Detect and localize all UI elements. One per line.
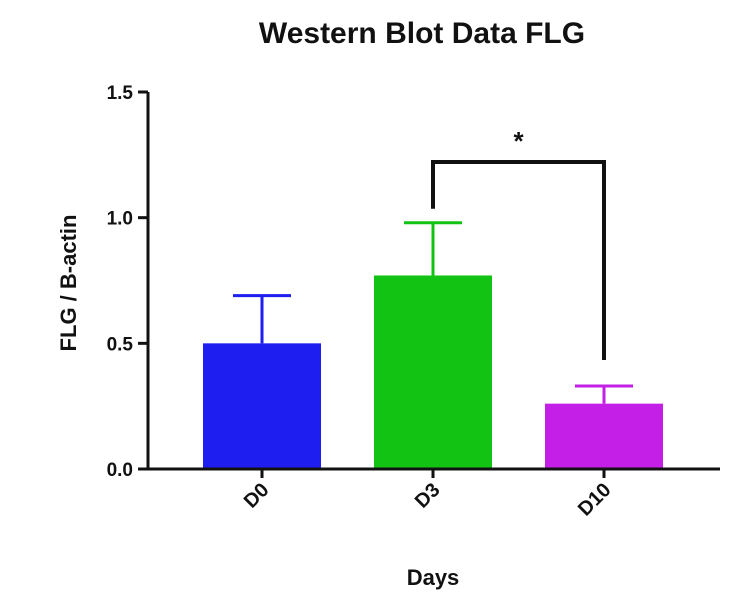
x-tick-label-d3: D3 <box>411 479 445 513</box>
y-tick-label-1.0: 1.0 <box>107 209 133 230</box>
y-tick-label-0.5: 0.5 <box>107 334 134 355</box>
y-axis-label: FLG / B-actin <box>56 215 81 352</box>
y-tick-label-0.0: 0.0 <box>107 460 133 481</box>
bar-d0 <box>203 343 321 469</box>
bar-d10 <box>545 403 663 469</box>
x-tick-label-d0: D0 <box>240 479 274 513</box>
bar-d3 <box>374 275 492 469</box>
significance-label: * <box>513 126 524 156</box>
chart-marks: D0 D3 D10 0.0 0.5 1.0 1.5 * <box>107 83 720 520</box>
chart-title: Western Blot Data FLG <box>259 17 585 50</box>
x-tick-label-d10: D10 <box>574 479 616 521</box>
significance-bracket <box>431 160 606 361</box>
y-tick-label-1.5: 1.5 <box>107 83 134 104</box>
x-axis-label: Days <box>407 565 460 590</box>
